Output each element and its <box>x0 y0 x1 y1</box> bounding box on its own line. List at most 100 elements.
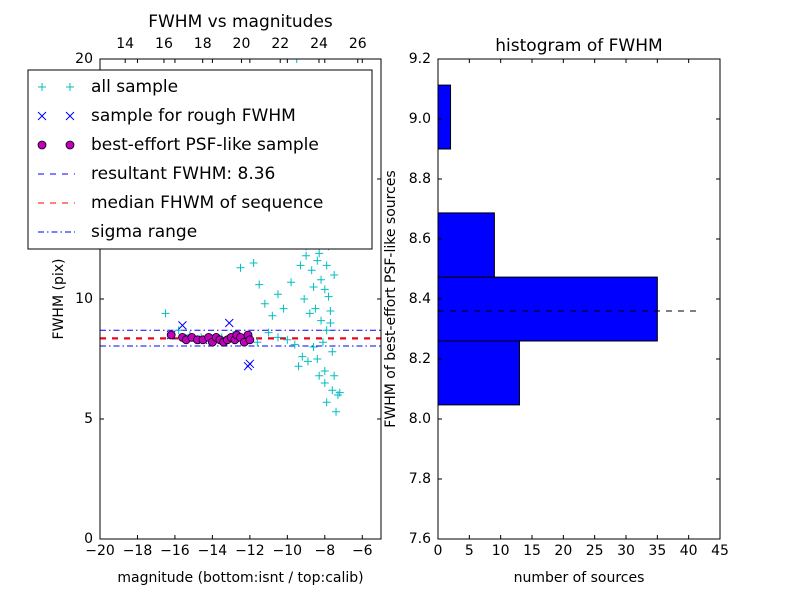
y-tick-label: 7.6 <box>409 531 431 547</box>
x-tick-label: −14 <box>198 543 228 559</box>
plus-marker <box>268 311 277 320</box>
y-tick-label: 20 <box>75 51 93 67</box>
x-tick-label: 15 <box>523 543 541 559</box>
x-tick-label: −10 <box>273 543 303 559</box>
plus-marker <box>292 59 301 63</box>
plus-marker <box>236 263 245 272</box>
x-tick-label: 20 <box>554 543 572 559</box>
left-panel: FWHM vs magnitudes magnitude (bottom:isnt… <box>27 12 382 586</box>
legend-label: sigma range <box>91 222 197 242</box>
x2-tick-label: 18 <box>194 36 212 52</box>
plus-marker <box>313 355 322 363</box>
plus-marker <box>330 271 339 279</box>
x-tick-label: −12 <box>235 543 265 559</box>
x-marker <box>65 111 75 121</box>
plus-marker <box>328 347 337 356</box>
plus-marker <box>322 261 331 270</box>
y-axis-label: FWHM (pix) <box>51 259 67 340</box>
x-tick-label: −6 <box>352 543 373 559</box>
x-tick-label: 40 <box>680 543 698 559</box>
plus-marker <box>273 333 282 342</box>
x2-tick-label: 22 <box>271 36 289 52</box>
circle-marker <box>65 140 75 150</box>
plus-marker <box>294 362 303 371</box>
x-tick-label: 35 <box>648 543 666 559</box>
plus-marker <box>66 83 74 91</box>
legend-box <box>27 69 373 250</box>
legend-label: sample for rough FWHM <box>91 106 296 126</box>
x-tick-label: −18 <box>123 543 153 559</box>
x-marker <box>245 359 255 369</box>
x-marker <box>178 321 187 330</box>
x2-tick-label: 26 <box>349 36 367 52</box>
circle-marker <box>166 330 176 340</box>
x2-tick-label: 24 <box>310 36 328 52</box>
plus-marker <box>307 266 316 275</box>
plus-marker <box>317 275 326 284</box>
plus-marker <box>260 299 269 308</box>
x-axis-label: number of sources <box>514 570 645 586</box>
y-tick-label: 8.6 <box>409 231 431 247</box>
y-tick-label: 7.8 <box>409 471 431 487</box>
x-tick-label: 10 <box>492 543 510 559</box>
x-marker <box>37 111 47 121</box>
bar <box>437 84 452 150</box>
plus-marker <box>309 343 318 351</box>
x-tick-label: −16 <box>160 543 190 559</box>
right-panel: histogram of FWHM number of sources 0 5 10 15… <box>383 36 729 586</box>
plus-marker <box>326 319 335 327</box>
legend: all sample sample for rough FWHM best-effo… <box>27 69 373 250</box>
plus-marker <box>255 280 264 289</box>
plus-marker <box>305 309 314 318</box>
plus-marker <box>298 352 307 361</box>
plus-marker <box>249 259 258 267</box>
plus-marker <box>326 307 335 315</box>
x-tick-label: −8 <box>314 543 335 559</box>
plus-marker <box>303 357 312 366</box>
circle-marker <box>245 335 255 345</box>
plus-marker <box>253 338 262 347</box>
y-tick-label: 9.2 <box>409 51 431 67</box>
plus-marker <box>287 278 296 287</box>
plus-marker <box>302 251 311 260</box>
circle-marker <box>37 140 47 150</box>
plus-marker <box>300 295 309 303</box>
plot-area <box>100 59 381 416</box>
plus-marker <box>273 290 282 299</box>
plus-marker <box>328 386 337 395</box>
plus-marker <box>330 371 339 380</box>
plus-marker <box>283 335 292 344</box>
y-tick-label: 8.0 <box>409 411 431 427</box>
legend-label: median FHWM of sequence <box>91 193 323 213</box>
plus-marker <box>322 326 331 335</box>
y-tick-label: 8.8 <box>409 171 431 187</box>
x-tick-label: 25 <box>586 543 604 559</box>
bar <box>437 212 495 278</box>
plus-marker <box>311 304 320 313</box>
x-tick-label: 30 <box>617 543 635 559</box>
plus-marker <box>161 309 170 318</box>
plus-marker <box>335 388 344 397</box>
x-tick-label: 45 <box>711 543 729 559</box>
plus-marker <box>315 371 324 380</box>
plus-marker <box>320 285 329 294</box>
y-tick-label: 8.4 <box>409 291 431 307</box>
plus-marker <box>290 340 299 349</box>
plus-marker <box>279 304 288 313</box>
legend-label: all sample <box>91 77 178 97</box>
x-tick-label: 0 <box>434 543 443 559</box>
plus-marker <box>317 316 326 325</box>
x-marker <box>224 318 234 328</box>
x2-tick-label: 14 <box>116 36 134 52</box>
y-tick-label: 8.2 <box>409 351 431 367</box>
y-axis-label: FWHM of best-effort PSF-like sources <box>383 170 399 427</box>
y-tick-label: 10 <box>75 291 93 307</box>
x-tick-label: −20 <box>85 543 115 559</box>
y-tick-label: 9.0 <box>409 111 431 127</box>
chart-title: FWHM vs magnitudes <box>148 12 333 32</box>
legend-label: resultant FWHM: 8.36 <box>91 164 275 184</box>
legend-label: best-effort PSF-like sample <box>91 135 319 155</box>
plus-marker <box>324 292 333 301</box>
plus-marker <box>320 367 329 375</box>
